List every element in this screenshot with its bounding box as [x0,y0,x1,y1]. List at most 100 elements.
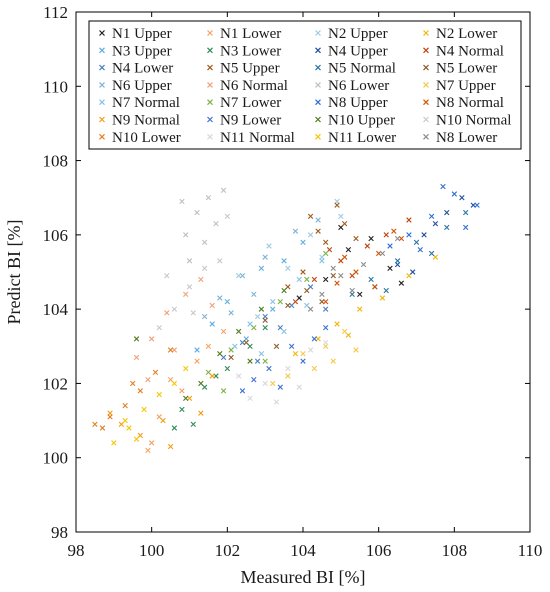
data-point [224,213,231,219]
data-point [372,284,378,290]
data-point [383,287,389,294]
series-group [111,365,189,446]
data-point [92,421,98,427]
data-point [201,239,208,245]
series-group [239,325,329,394]
series-group [292,254,439,357]
legend-label: N8 Upper [328,95,388,111]
series-group [372,195,476,290]
series-group [133,287,287,401]
data-point [194,358,200,364]
data-point [164,273,170,279]
data-point [364,243,371,249]
legend-marker [99,99,105,106]
legend-marker [315,133,321,140]
series-group [145,328,227,453]
data-point [387,243,393,249]
data-point [133,436,140,442]
series-group [235,339,329,405]
series-group [285,202,359,290]
data-point [323,299,329,305]
y-tick-label: 98 [51,523,68,542]
data-point [406,217,412,223]
data-point [319,291,325,297]
data-point [311,336,318,342]
x-tick-label: 102 [215,541,241,560]
data-point [311,276,318,283]
data-point [258,306,265,312]
data-point [285,265,291,271]
legend-marker [207,47,213,54]
data-point [220,187,227,193]
legend-label: N7 Lower [220,95,281,111]
legend-marker [423,81,429,88]
data-point [368,276,374,283]
data-point [228,347,234,353]
data-point [307,213,314,219]
legend-marker [207,81,213,88]
data-point [224,299,231,305]
data-point [368,235,374,242]
y-tick-label: 104 [43,300,69,319]
series-group [296,224,405,301]
data-point [444,224,450,231]
y-tick-label: 100 [43,449,69,468]
series-group [232,258,325,357]
legend-marker [423,47,429,54]
legend-marker [99,81,105,88]
series-group [194,239,306,353]
data-point [292,351,299,357]
legend-marker [99,64,105,71]
data-point [315,217,321,223]
legend-marker [99,47,105,54]
data-point [330,358,336,364]
data-point [209,373,215,379]
data-point [220,388,227,394]
x-tick-label: 98 [68,541,85,560]
data-point [266,243,272,249]
data-point [296,384,302,390]
data-point [224,365,231,372]
legend-marker [207,116,213,123]
data-point [198,276,204,283]
data-point [462,209,469,216]
data-point [360,261,367,268]
data-point [300,358,306,364]
data-point [353,269,359,275]
data-point [307,232,314,238]
legend-label: N5 Upper [220,61,280,77]
data-point [270,380,276,387]
legend-marker [315,64,321,71]
data-point [247,395,253,401]
data-point [304,276,310,283]
legend-marker [207,99,213,106]
legend-label: N2 Upper [328,26,388,42]
legend-marker [315,30,321,36]
legend-label: N6 Normal [220,78,288,94]
series-group [205,250,329,394]
series-group [92,347,174,431]
legend-label: N10 Upper [328,113,395,129]
data-point [349,287,355,294]
data-point [133,336,140,342]
series-group [107,373,215,450]
data-point [217,351,223,357]
data-point [194,347,200,353]
data-point [148,440,155,446]
legend-label: N9 Lower [220,113,281,129]
data-point [273,343,280,349]
data-point [277,384,283,390]
legend-label: N6 Lower [328,78,389,94]
data-point [171,425,178,431]
data-point [334,280,340,286]
data-point [148,336,155,342]
x-tick-label: 100 [139,541,165,560]
legend-label: N11 Normal [220,130,295,146]
series-group [349,209,469,297]
data-point [379,295,386,301]
data-point [190,421,196,427]
data-point [270,306,276,312]
legend-label: N2 Lower [436,26,497,42]
data-point [209,321,215,327]
